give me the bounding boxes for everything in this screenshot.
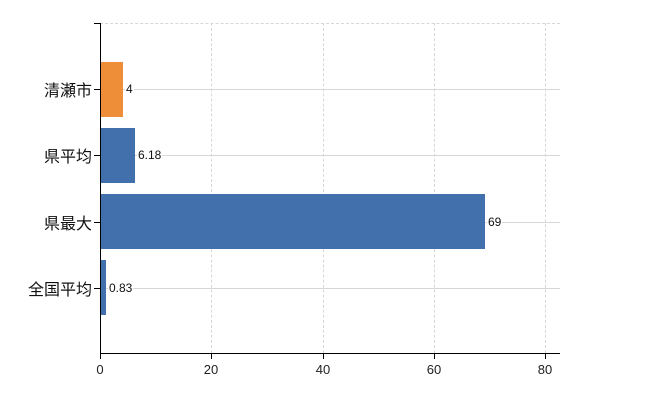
gridline-h <box>100 89 560 90</box>
value-label: 69 <box>487 215 503 229</box>
x-axis-tick <box>323 353 324 359</box>
category-label: 清瀬市 <box>43 83 92 100</box>
bar <box>101 260 106 315</box>
y-axis-tick <box>94 89 100 90</box>
x-tick-label: 40 <box>315 362 331 377</box>
value-label: 0.83 <box>108 281 134 295</box>
x-axis-tick <box>434 353 435 359</box>
x-tick-label: 0 <box>96 362 104 377</box>
value-label: 6.18 <box>137 148 163 162</box>
gridline-h <box>100 288 560 289</box>
x-tick-label: 20 <box>203 362 219 377</box>
y-axis-tick <box>94 155 100 156</box>
gridline-v <box>434 23 435 353</box>
x-axis-line <box>100 353 560 354</box>
x-axis-tick <box>545 353 546 359</box>
gridline-v <box>211 23 212 353</box>
bar <box>101 194 485 249</box>
bar <box>101 128 135 183</box>
category-label: 県最大 <box>43 216 92 233</box>
gridline-v <box>323 23 324 353</box>
y-axis-tick <box>94 222 100 223</box>
x-axis-tick <box>100 353 101 359</box>
y-axis-tick <box>94 288 100 289</box>
category-label: 全国平均 <box>27 282 92 299</box>
gridline-h <box>100 155 560 156</box>
gridline-v <box>545 23 546 353</box>
value-label: 4 <box>125 82 134 96</box>
x-tick-label: 80 <box>537 362 553 377</box>
bar <box>101 62 123 117</box>
category-label: 県平均 <box>43 149 92 166</box>
y-axis-line <box>100 23 101 353</box>
x-axis-tick <box>211 353 212 359</box>
x-tick-label: 60 <box>426 362 442 377</box>
y-axis-tick <box>94 23 100 24</box>
plot-top-border <box>100 23 560 24</box>
